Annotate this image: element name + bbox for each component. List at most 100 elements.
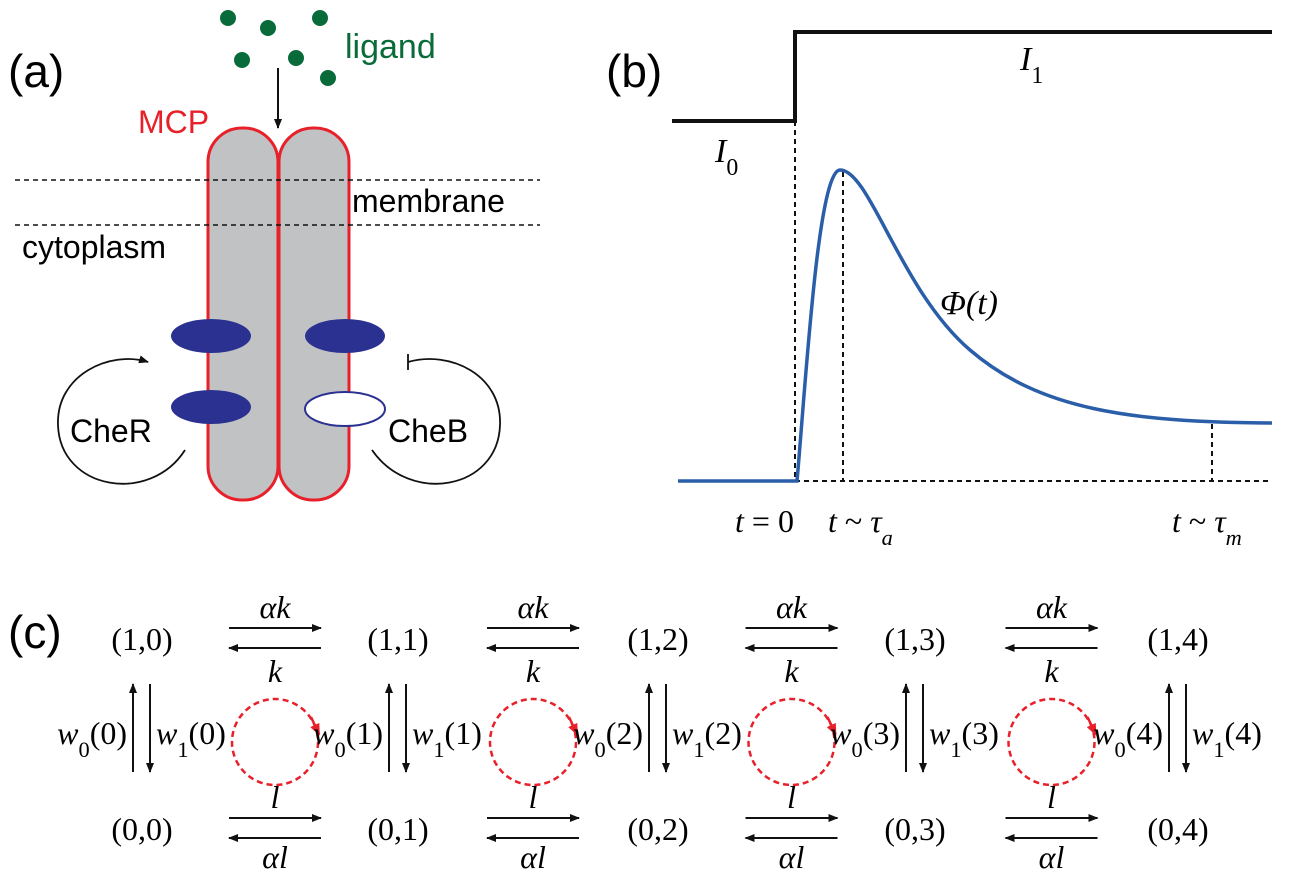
rate-label: αl <box>520 839 546 875</box>
panel-label: (b) <box>606 45 662 97</box>
rate-label: w0(4) <box>1093 715 1163 762</box>
rate-label: w1(1) <box>412 715 482 762</box>
cycle-loop <box>230 697 320 787</box>
rate-label: l <box>1047 779 1056 815</box>
rate-label-part: l <box>787 779 796 815</box>
rate-label-part: (4) <box>1126 715 1163 751</box>
step-label: I1 <box>1019 41 1043 89</box>
rate-label-part: k <box>784 653 799 689</box>
state-label: (1,3) <box>884 621 945 657</box>
cycle-arrowhead <box>826 716 837 736</box>
rate-label: k <box>1044 653 1059 689</box>
time-label-part: t <box>828 503 838 539</box>
rate-label-part: (0) <box>90 715 127 751</box>
rate-label-part: 0 <box>851 737 862 762</box>
cycle-arrowhead <box>567 716 579 736</box>
guide-lines <box>794 121 1272 482</box>
rate-label-part: 0 <box>1114 737 1125 762</box>
methyl-site <box>171 319 251 353</box>
cycle-loop <box>747 697 836 787</box>
rate-label-part: k <box>1044 653 1059 689</box>
time-label-part: ~ <box>1189 503 1206 539</box>
rate-label: w1(2) <box>672 715 742 762</box>
curve-label-part: Φ <box>940 285 966 322</box>
rate-label-part: αl <box>262 839 288 875</box>
rate-label-part: (2) <box>705 715 742 751</box>
step-label: I0 <box>714 133 738 181</box>
methyl-site-empty <box>304 391 386 427</box>
rate-label-part: αk <box>518 589 550 625</box>
rate-label-part: l <box>1047 779 1056 815</box>
cytoplasm-label: cytoplasm <box>22 229 166 265</box>
rate-label: αk <box>776 589 808 625</box>
rate-label: w0(3) <box>830 715 900 762</box>
rate-label-part: w <box>1192 715 1214 751</box>
rate-label-part: k <box>268 653 283 689</box>
state-label: (0,2) <box>627 811 688 847</box>
step-label-part: 0 <box>726 155 738 181</box>
methyl-site <box>305 319 385 353</box>
cycle-loop <box>488 697 578 787</box>
state-label: (1,1) <box>367 621 428 657</box>
rate-label: αk <box>518 589 550 625</box>
response-curve <box>678 168 1273 483</box>
cheb-label: CheB <box>388 413 468 449</box>
rate-label: w1(4) <box>1192 715 1262 762</box>
membrane-label: membrane <box>352 183 505 219</box>
step-label-part: 1 <box>1031 63 1043 89</box>
rate-label: w0(2) <box>573 715 643 762</box>
rate-label-part: (3) <box>863 715 900 751</box>
rate-label-part: αk <box>776 589 808 625</box>
rate-label-part: (1) <box>445 715 482 751</box>
cycle-arrowhead <box>1086 716 1097 736</box>
step-label-part: I <box>714 133 728 170</box>
rate-label: l <box>787 779 796 815</box>
rate-label-part: w <box>1093 715 1115 751</box>
time-label: t ~ τm <box>1172 503 1242 550</box>
rate-label-part: w <box>313 715 335 751</box>
rate-label-part: 0 <box>334 737 345 762</box>
curve-label-part: (t) <box>966 285 998 322</box>
rate-label-part: 1 <box>1213 737 1224 762</box>
rate-label-part: w <box>929 715 951 751</box>
state-label: (1,2) <box>627 621 688 657</box>
rate-label: w1(0) <box>156 715 226 762</box>
methyl-site <box>171 390 251 424</box>
ligand-label: ligand <box>345 28 436 66</box>
cycle-loop <box>1007 697 1096 787</box>
rate-label-part: (0) <box>189 715 226 751</box>
panel-label: (c) <box>8 606 62 658</box>
rate-label-part: l <box>529 779 538 815</box>
rate-label-part: (4) <box>1225 715 1262 751</box>
rate-label-part: w <box>57 715 79 751</box>
cycle-arrowhead <box>309 716 321 736</box>
rate-label-part: 1 <box>950 737 961 762</box>
state-label: (0,1) <box>367 811 428 847</box>
time-label: t = 0 <box>735 503 794 539</box>
rate-label-part: w <box>412 715 434 751</box>
stimulus-step <box>672 30 1272 123</box>
state-label: (1,0) <box>111 621 172 657</box>
rate-label: αl <box>779 839 805 875</box>
rate-label-part: αl <box>779 839 805 875</box>
rate-label: αl <box>1039 839 1065 875</box>
rate-label-part: αk <box>260 589 292 625</box>
time-label-part: τ <box>870 503 883 539</box>
rate-label-part: w <box>672 715 694 751</box>
rate-label-part: 1 <box>693 737 704 762</box>
receptor-right <box>277 126 351 502</box>
ligand-dots <box>220 10 336 86</box>
rate-label: w0(1) <box>313 715 383 762</box>
panel-label: (a) <box>8 45 64 97</box>
rate-label: k <box>784 653 799 689</box>
rate-label-part: (3) <box>962 715 999 751</box>
time-label-part: a <box>882 525 893 550</box>
cheb-arc <box>371 354 501 485</box>
time-label-part: = 0 <box>752 503 794 539</box>
rate-label-part: w <box>830 715 852 751</box>
state-label: (0,3) <box>884 811 945 847</box>
panel-b: (b) <box>606 30 1273 483</box>
rate-label: w1(3) <box>929 715 999 762</box>
panel-a: (a) ligand MCP membrane cytoplasm CheR C… <box>8 10 540 502</box>
rate-label: k <box>526 653 541 689</box>
